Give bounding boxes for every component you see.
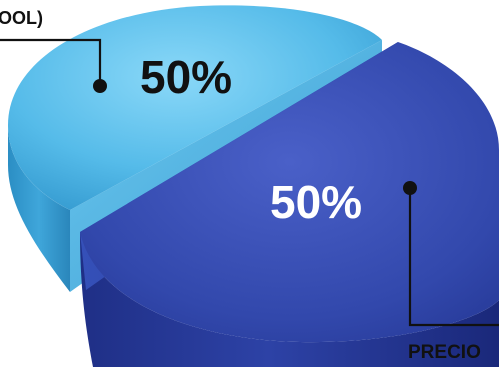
slice-1-value-label: 50% [140,51,232,103]
callout-dot-1 [93,79,107,93]
callout-dot-2 [403,181,417,195]
slice-1-category-label: OOL) [0,8,43,28]
slice-2-category-label: PRECIO [408,342,481,363]
slice-2-value-label: 50% [270,176,362,228]
